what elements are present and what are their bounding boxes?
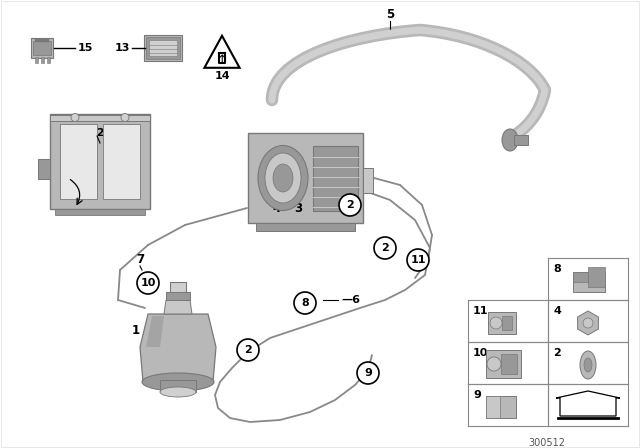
Bar bbox=[166, 292, 190, 300]
Text: 4: 4 bbox=[273, 202, 281, 215]
Text: 2: 2 bbox=[553, 348, 561, 358]
Text: —6: —6 bbox=[341, 295, 360, 305]
Polygon shape bbox=[578, 311, 598, 335]
Ellipse shape bbox=[258, 146, 308, 211]
Bar bbox=[488, 312, 516, 334]
Bar bbox=[50, 115, 150, 210]
Ellipse shape bbox=[265, 153, 301, 203]
Text: 4: 4 bbox=[553, 306, 561, 316]
Text: 9: 9 bbox=[364, 368, 372, 378]
Bar bbox=[33, 41, 51, 55]
Text: 13: 13 bbox=[115, 43, 130, 53]
Text: 2: 2 bbox=[244, 345, 252, 355]
Bar bbox=[255, 223, 355, 231]
Bar bbox=[588, 267, 605, 287]
Bar bbox=[248, 133, 362, 223]
Polygon shape bbox=[146, 316, 164, 347]
Bar bbox=[573, 272, 605, 292]
Bar bbox=[573, 272, 588, 282]
Circle shape bbox=[490, 317, 502, 329]
Text: 9: 9 bbox=[473, 390, 481, 400]
Bar bbox=[50, 115, 150, 121]
Bar bbox=[60, 125, 97, 199]
Bar bbox=[35, 57, 38, 63]
Text: 12: 12 bbox=[89, 128, 105, 138]
Text: 5: 5 bbox=[386, 8, 394, 21]
Circle shape bbox=[121, 113, 129, 121]
Bar bbox=[144, 35, 182, 61]
Text: 300512: 300512 bbox=[529, 438, 566, 448]
Circle shape bbox=[71, 113, 79, 121]
Bar bbox=[502, 316, 512, 330]
Circle shape bbox=[583, 318, 593, 328]
Text: 11: 11 bbox=[473, 306, 488, 316]
Bar bbox=[160, 380, 196, 392]
Bar bbox=[40, 57, 44, 63]
Circle shape bbox=[294, 292, 316, 314]
Text: 1: 1 bbox=[132, 324, 140, 337]
Bar bbox=[501, 354, 517, 374]
Text: 2: 2 bbox=[381, 243, 389, 253]
Circle shape bbox=[374, 237, 396, 259]
Bar bbox=[47, 57, 49, 63]
Polygon shape bbox=[164, 300, 192, 314]
Bar bbox=[103, 125, 140, 199]
Bar bbox=[31, 38, 53, 58]
Text: 14: 14 bbox=[214, 71, 230, 81]
Text: 7: 7 bbox=[136, 253, 144, 266]
Circle shape bbox=[357, 362, 379, 384]
Circle shape bbox=[137, 272, 159, 294]
Text: 8: 8 bbox=[553, 264, 561, 274]
Ellipse shape bbox=[584, 358, 592, 372]
Circle shape bbox=[407, 249, 429, 271]
Circle shape bbox=[487, 357, 501, 371]
Bar bbox=[313, 146, 358, 211]
Circle shape bbox=[339, 194, 361, 216]
Text: 3: 3 bbox=[294, 202, 302, 215]
Ellipse shape bbox=[142, 373, 214, 391]
Bar bbox=[362, 168, 372, 193]
Polygon shape bbox=[140, 314, 216, 382]
Text: 2: 2 bbox=[346, 200, 354, 210]
Text: ↑: ↑ bbox=[217, 53, 227, 66]
Text: 11: 11 bbox=[410, 255, 426, 265]
Ellipse shape bbox=[273, 164, 293, 192]
Bar bbox=[146, 37, 180, 59]
Bar bbox=[35, 39, 49, 42]
Bar bbox=[170, 282, 186, 294]
Text: 15: 15 bbox=[78, 43, 93, 53]
Bar bbox=[38, 159, 50, 178]
Bar bbox=[514, 135, 528, 145]
Text: 8: 8 bbox=[301, 298, 309, 308]
Bar bbox=[486, 396, 500, 418]
Ellipse shape bbox=[580, 351, 596, 379]
Bar bbox=[486, 350, 521, 378]
Text: 10: 10 bbox=[140, 278, 156, 288]
Ellipse shape bbox=[502, 129, 518, 151]
Bar bbox=[55, 210, 145, 215]
Bar bbox=[149, 40, 177, 56]
Text: 10: 10 bbox=[473, 348, 488, 358]
Bar bbox=[486, 396, 516, 418]
Ellipse shape bbox=[160, 387, 196, 397]
Circle shape bbox=[237, 339, 259, 361]
